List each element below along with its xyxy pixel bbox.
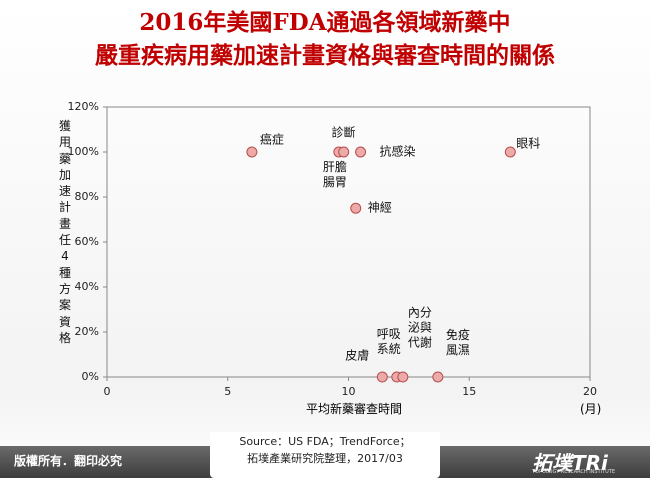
y-tick-label: 120%	[68, 100, 99, 113]
point-label: 抗感染	[379, 144, 416, 159]
logo-subtitle: TOPOLOGY RESEARCH INSTITUTE	[532, 469, 616, 475]
footer-center	[210, 432, 440, 478]
x-tick-label: 0	[104, 385, 111, 398]
point-label: 診斷	[331, 125, 356, 140]
y-axis-label: 獲用藥加速計畫任4種方案資格	[58, 119, 71, 345]
x-tick-label: 10	[342, 385, 356, 398]
source: Source：US FDA；TrendForce； 拓墣產業研究院整理，2017…	[200, 433, 450, 467]
copyright: 版權所有．翻印必究	[14, 454, 123, 468]
point	[397, 371, 409, 383]
point	[376, 371, 388, 383]
point-label: 皮膚	[345, 348, 370, 363]
point-label: 癌症	[259, 132, 284, 147]
point	[504, 146, 516, 158]
point-label: 免疫風濕	[445, 328, 470, 357]
chart-title: 2016年美國FDA通過各領域新藥中 嚴重疾病用藥加速計畫資格與審查時間的關係	[95, 9, 555, 69]
point-label: 內分泌與代謝	[407, 305, 432, 350]
point-label: 眼科	[516, 136, 541, 151]
y-tick-label: 80%	[75, 190, 99, 203]
point	[246, 146, 258, 158]
y-tick-label: 20%	[75, 325, 99, 338]
y-tick-label: 100%	[68, 145, 99, 158]
x-tick-label: 5	[224, 385, 231, 398]
y-tick-label: 60%	[75, 235, 99, 248]
point	[338, 146, 350, 158]
point-label: 神經	[367, 200, 392, 215]
source-line: Source：US FDA；TrendForce；	[239, 435, 411, 448]
y-tick-label: 40%	[75, 280, 99, 293]
logo: 拓墣TRi	[532, 451, 608, 475]
point-label: 肝膽腸胃	[322, 160, 347, 189]
point-label: 呼吸系統	[376, 327, 401, 356]
point	[432, 371, 444, 383]
x-axis-label: 平均新藥審查時間	[305, 402, 402, 416]
x-axis-unit: (月)	[580, 402, 602, 416]
x-tick-label: 15	[462, 385, 476, 398]
point	[355, 146, 367, 158]
x-tick-label: 20	[583, 385, 597, 398]
y-tick-label: 0%	[82, 370, 99, 383]
point	[350, 202, 362, 214]
source-line: 拓墣產業研究院整理，2017/03	[247, 452, 403, 465]
